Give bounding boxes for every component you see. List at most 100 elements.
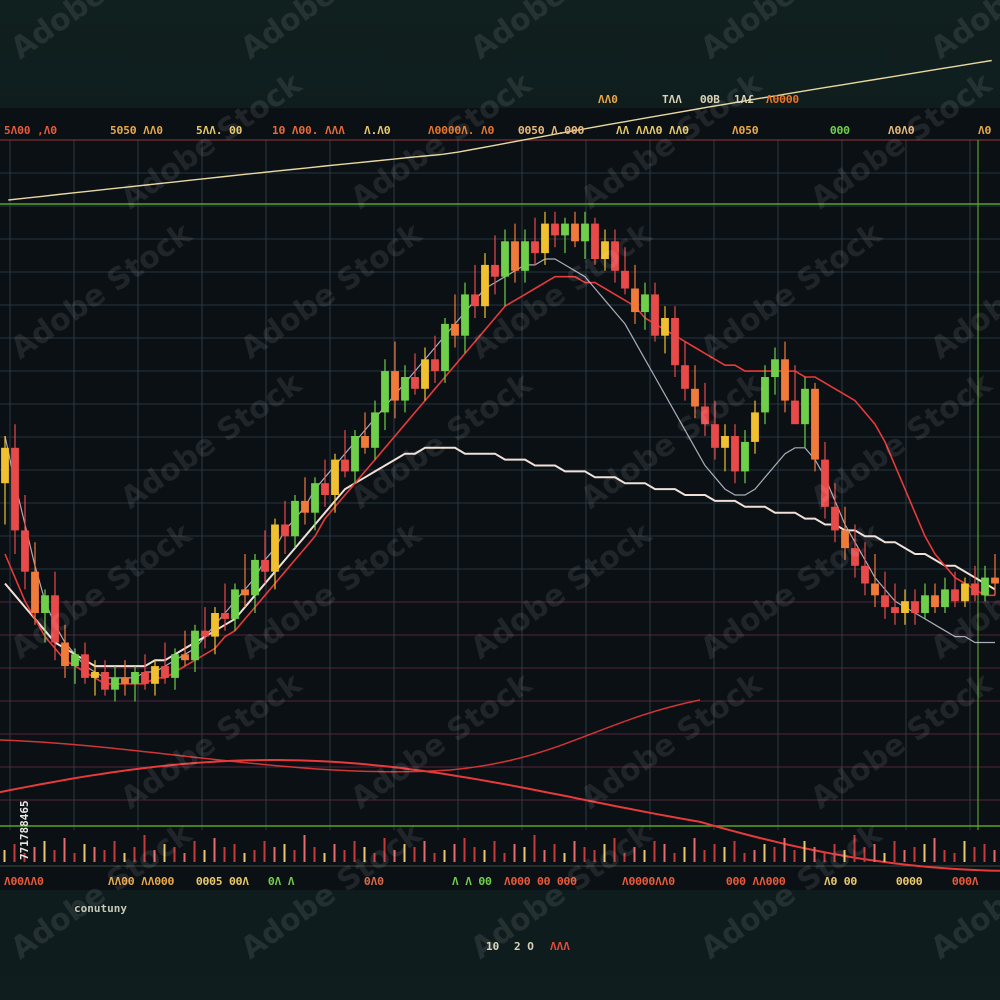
volume-bar: [233, 844, 236, 862]
candle-body: [661, 318, 669, 336]
volume-bar: [733, 841, 736, 862]
volume-bar: [943, 850, 946, 862]
ma-white-line: [4, 446, 996, 668]
volume-bar: [923, 844, 926, 862]
candle-body: [961, 583, 969, 602]
volume-bar: [553, 844, 556, 862]
candle-body: [511, 241, 519, 271]
candle-body: [471, 294, 479, 307]
watermark-text: Adobe Stock: [695, 0, 889, 67]
oscillator-line: [0, 759, 1000, 872]
volume-bar: [513, 844, 516, 862]
volume-bar: [853, 835, 856, 862]
volume-bar: [263, 841, 266, 862]
volume-bar: [953, 853, 956, 862]
volume-bar: [873, 844, 876, 862]
volume-bar: [173, 847, 176, 862]
candle-body: [651, 294, 659, 336]
candle-body: [821, 459, 829, 507]
candle-body: [691, 388, 699, 407]
volume-bar: [973, 847, 976, 862]
candle-body: [921, 595, 929, 613]
candle-body: [731, 436, 739, 472]
volume-bar: [763, 844, 766, 862]
candle-body: [161, 666, 169, 678]
candles: [1, 211, 999, 702]
candle-body: [321, 483, 329, 495]
bottom-axis-label: ΛΘΘΛΛΘ: [4, 875, 44, 888]
volume-bar: [933, 838, 936, 862]
candle-body: [541, 223, 549, 254]
candle-body: [311, 483, 319, 513]
candle-body: [351, 436, 359, 472]
volume-bar: [403, 844, 406, 862]
candle-body: [591, 223, 599, 259]
candle-body: [801, 388, 809, 425]
top-axis-label: ΛΛ ΛΛΛΘ ΛΛΘ: [616, 124, 689, 137]
candle-body: [51, 595, 59, 643]
volume-bar: [253, 850, 256, 862]
volume-bar: [303, 835, 306, 862]
candle-body: [771, 359, 779, 377]
ma-slow-line: [8, 59, 992, 201]
candle-body: [221, 613, 229, 619]
candle-body: [631, 288, 639, 313]
volume-bar: [23, 853, 26, 862]
side-id-label: 771788465: [18, 800, 31, 860]
oscillator-line-2: [0, 699, 701, 773]
candle-body: [241, 589, 249, 596]
candle-body: [581, 223, 589, 242]
candle-body: [231, 589, 239, 619]
volume-bar: [383, 838, 386, 862]
horizontal-lines: [0, 139, 1000, 867]
volume-bar: [713, 844, 716, 862]
volume-bar: [123, 853, 126, 862]
volume-bar: [663, 844, 666, 862]
candle-body: [41, 595, 49, 613]
header-label: ΘΘB: [700, 93, 720, 106]
footer-label: ΛΛΛ: [550, 940, 570, 953]
volume-bar: [313, 847, 316, 862]
top-axis-label: ΘΘΘ: [830, 124, 850, 137]
volume-bar: [693, 838, 696, 862]
candle-body: [391, 371, 399, 401]
volume-bar: [993, 850, 996, 862]
bottom-axis-label: ΘΛ Λ: [268, 875, 295, 888]
candle-body: [881, 595, 889, 608]
volume-bar: [903, 850, 906, 862]
candle-body: [781, 359, 789, 401]
candle-body: [121, 677, 129, 684]
top-axis-label: 5Θ5Θ ΛΛ0: [110, 124, 163, 137]
volume-bar: [273, 847, 276, 862]
candle-body: [481, 264, 489, 307]
volume-bar: [223, 847, 226, 862]
plot-background: [0, 108, 1000, 890]
volume-bar: [353, 841, 356, 862]
candle-body: [141, 672, 149, 684]
candle-body: [991, 577, 999, 584]
volume-bar: [43, 841, 46, 862]
volume-bar: [793, 850, 796, 862]
candle-body: [791, 400, 799, 425]
candle-body: [971, 583, 979, 596]
bottom-axis-label: ΘΘΘ5 ΘΘΛ: [196, 875, 249, 888]
candle-body: [271, 524, 279, 572]
candle-body: [721, 436, 729, 448]
top-axis-label: 5ΛΘ0 ,ΛΘ: [4, 124, 57, 137]
candle-body: [551, 223, 559, 236]
ma-red-line: [4, 275, 995, 685]
ma-fast-line: [4, 258, 995, 679]
bottom-axis-label: ΛΘ ΘΘ: [824, 875, 857, 888]
volume-bar: [593, 850, 596, 862]
watermark-text: Adobe Stock: [465, 0, 659, 67]
volume-bar: [603, 844, 606, 862]
candle-body: [571, 223, 579, 242]
header-label: ΛΘΘΘ0: [766, 93, 799, 106]
volume-bar: [963, 841, 966, 862]
candle-body: [371, 412, 379, 448]
bottom-axis-label: ΛΘΘΘΘΛΛΘ: [622, 875, 675, 888]
volume-bar: [13, 844, 16, 862]
bottom-axis-label: Λ Λ ΘΘ: [452, 875, 492, 888]
candle-body: [191, 630, 199, 661]
volume-bar: [83, 844, 86, 862]
